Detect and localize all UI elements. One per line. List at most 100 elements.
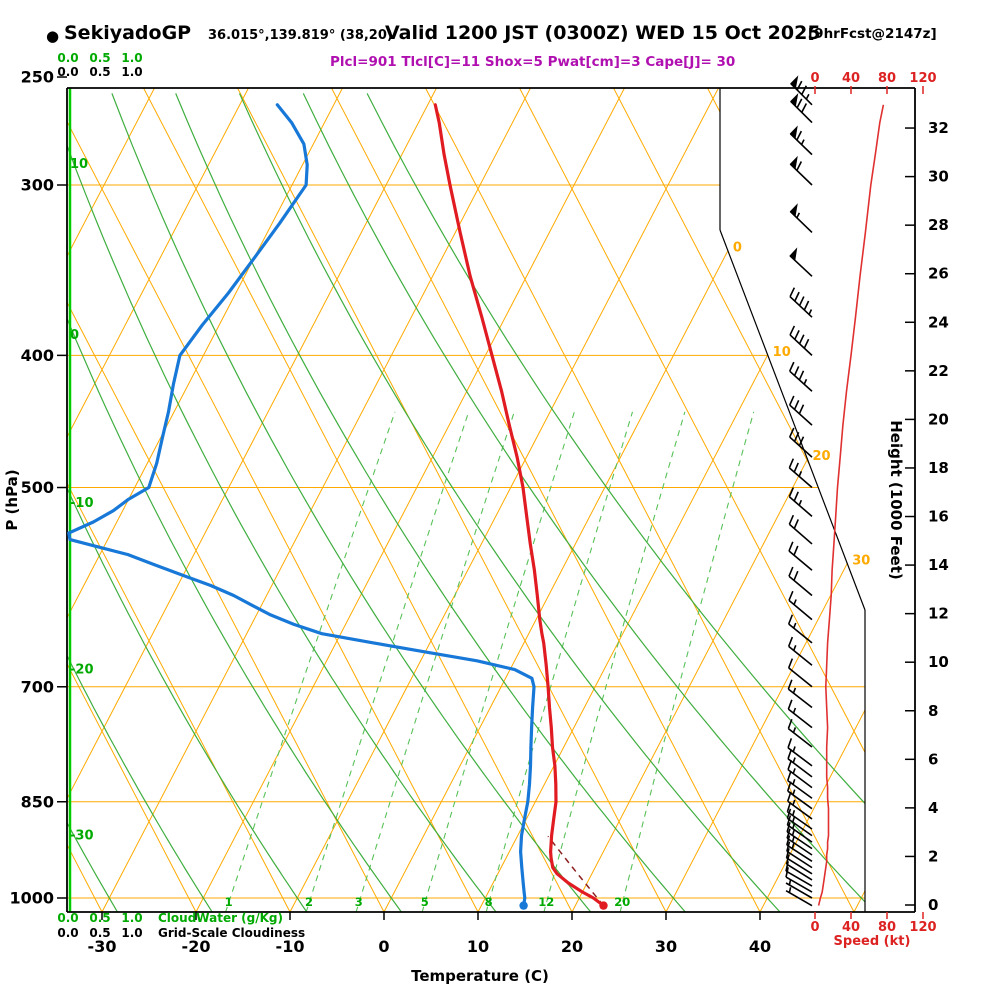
grid-diagonal-line <box>990 88 1000 912</box>
cloudwater-scale-label: 0.0 <box>57 911 78 925</box>
isotherm-line <box>759 88 865 912</box>
grid-diagonal-line <box>237 88 667 912</box>
speed-tick-label: 40 <box>842 920 860 935</box>
grid-diagonal-line <box>613 88 865 912</box>
grid-diagonal-line <box>331 88 761 912</box>
wind-barb <box>789 325 813 356</box>
background-grid <box>67 88 1000 912</box>
temp-tick-label: -20 <box>182 937 211 956</box>
cloudwater-axis-title: CloudWater (g/Kg) <box>158 911 283 925</box>
grid-diagonal-line <box>519 88 865 912</box>
mixing-ratio-line <box>355 411 515 912</box>
grid-diagonal-line <box>67 88 479 912</box>
grid-diagonal-line <box>707 88 865 912</box>
temp-tick-label: -30 <box>88 937 117 956</box>
wind-barb <box>788 395 813 426</box>
pressure-tick-label: 1000 <box>9 889 54 908</box>
parcel-trace <box>547 835 605 907</box>
grid-diagonal-line <box>896 88 1000 912</box>
dry-adiabat-line <box>67 93 308 912</box>
wind-barb <box>786 770 813 799</box>
pressure-tick-label: 250 <box>21 68 54 87</box>
adiabat-label: 10 <box>70 157 88 172</box>
adiabat-label: -30 <box>70 829 94 844</box>
dry-adiabat-line <box>238 93 781 912</box>
wind-barb <box>785 887 813 907</box>
dry-adiabat-line <box>67 93 497 912</box>
isotherm-line <box>571 88 865 912</box>
temperature-trace <box>433 103 606 908</box>
dry-adiabat-line <box>302 93 865 912</box>
grid-diagonal-line <box>67 88 385 912</box>
wind-barb <box>787 738 813 767</box>
wind-barb <box>788 487 813 518</box>
temp-tick-label: -10 <box>276 937 305 956</box>
wind-barb <box>787 636 813 666</box>
speed-trace <box>817 104 885 906</box>
mixing-ratio-line <box>543 411 686 912</box>
wind-barb <box>787 718 813 748</box>
mixing-ratio-label: 3 <box>355 895 363 909</box>
isotherm-line <box>67 88 343 912</box>
dry-adiabat-line <box>67 93 214 912</box>
cloudiness-axis-title: Grid-Scale Cloudiness <box>158 926 305 940</box>
cloud-scales: 0.00.00.00.00.50.50.50.51.01.01.01.0Clou… <box>57 51 305 940</box>
mixing-ratio-labels: 1 2 3 5 8 12 20 <box>225 895 631 909</box>
isotherm-exit-label: 0 <box>733 241 742 256</box>
pressure-tick-label: 850 <box>21 792 54 811</box>
mixing-ratio-label: 20 <box>614 895 630 909</box>
mixing-ratio-line <box>619 411 755 912</box>
speed-tick-label: 40 <box>842 71 860 86</box>
wind-barb <box>785 879 813 899</box>
wind-barb <box>788 541 813 571</box>
isotherm-line <box>477 88 865 912</box>
isotherm-line <box>67 88 249 912</box>
wind-barb <box>788 458 813 489</box>
pressure-axis-title: P (hPa) <box>3 469 21 530</box>
isotherm-exit-label: 30 <box>852 553 870 568</box>
height-tick-label: 4 <box>928 799 938 817</box>
isotherm-line <box>948 88 1000 912</box>
cloudiness-scale-label: 0.5 <box>89 65 110 79</box>
wind-barb <box>789 287 813 318</box>
wind-barb <box>788 590 813 621</box>
cloudiness-scale-label: 1.0 <box>121 65 142 79</box>
height-tick-label: 14 <box>928 556 949 574</box>
height-tick-label: 6 <box>928 750 938 768</box>
wind-barb <box>786 835 813 863</box>
height-tick-label: 16 <box>928 508 949 526</box>
mixing-ratio-line <box>421 411 575 912</box>
grid-diagonal-line <box>67 88 197 912</box>
mixing-ratio-line <box>305 411 470 912</box>
wind-barb <box>785 861 813 887</box>
height-tick-label: 30 <box>928 168 949 186</box>
grid-diagonal-line <box>143 88 573 912</box>
height-tick-label: 24 <box>928 313 949 331</box>
adiabat-label: 0 <box>70 328 79 343</box>
mixing-ratio-label: 2 <box>305 895 313 909</box>
height-tick-label: 18 <box>928 459 949 477</box>
height-axis-title: Height (1000 Feet) <box>887 420 905 580</box>
dry-adiabat-line <box>67 93 403 912</box>
wind-barb <box>790 75 813 106</box>
cloudwater-scale-label: 1.0 <box>121 911 142 925</box>
wind-barb <box>788 514 813 545</box>
pressure-tick-label: 700 <box>21 677 54 696</box>
station-name: SekiyadoGP <box>64 22 192 44</box>
wind-barb <box>787 699 813 729</box>
wind-barb <box>785 848 813 875</box>
wind-barb <box>789 125 813 156</box>
wind-barb <box>787 749 813 778</box>
speed-tick-label: 0 <box>810 71 819 86</box>
cloudwater-scale-label: 0.0 <box>57 51 78 65</box>
profiles <box>67 103 606 908</box>
height-tick-label: 20 <box>928 410 949 428</box>
wind-barb <box>787 614 813 644</box>
stability-params: Plcl=901 Tlcl[C]=11 Shox=5 Pwat[cm]=3 Ca… <box>330 54 736 70</box>
wind-barb <box>786 822 813 850</box>
isotherm-exit-label: 10 <box>773 345 791 360</box>
